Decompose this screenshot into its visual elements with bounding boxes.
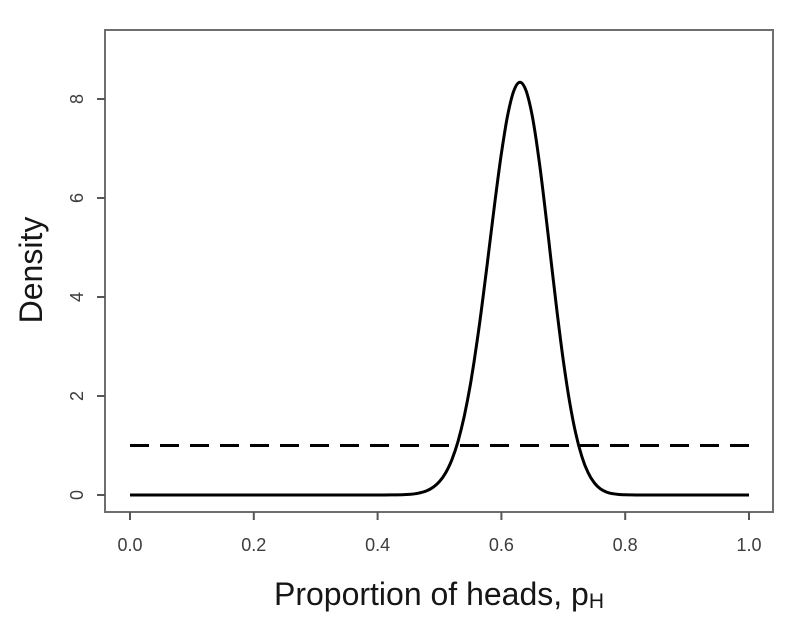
plot-box bbox=[104, 29, 774, 513]
y-axis-tick-label: 2 bbox=[67, 391, 87, 401]
x-axis-title-subscript: H bbox=[589, 590, 604, 613]
plot-area: 0.0 0.2 0.4 0.6 0.8 1.0 0 2 4 6 8 bbox=[67, 29, 774, 555]
y-axis-tick-label: 4 bbox=[67, 292, 87, 302]
y-axis-tick-label: 8 bbox=[67, 94, 87, 104]
x-axis-title-main: Proportion of heads, p bbox=[274, 576, 589, 612]
x-axis-tick-label: 0.0 bbox=[117, 535, 142, 555]
x-axis-title: Proportion of heads, pH bbox=[274, 576, 604, 613]
x-axis-tick-label: 0.6 bbox=[489, 535, 514, 555]
x-axis-tick-label: 1.0 bbox=[736, 535, 761, 555]
y-axis-title: Density bbox=[13, 217, 49, 324]
posterior-density-curve bbox=[130, 80, 749, 497]
x-axis-tick-label: 0.4 bbox=[365, 535, 390, 555]
x-axis-tick-label: 0.2 bbox=[241, 535, 266, 555]
y-axis-tick-label: 0 bbox=[67, 490, 87, 500]
x-axis-tick-label: 0.8 bbox=[613, 535, 638, 555]
y-axis-tick-label: 6 bbox=[67, 193, 87, 203]
